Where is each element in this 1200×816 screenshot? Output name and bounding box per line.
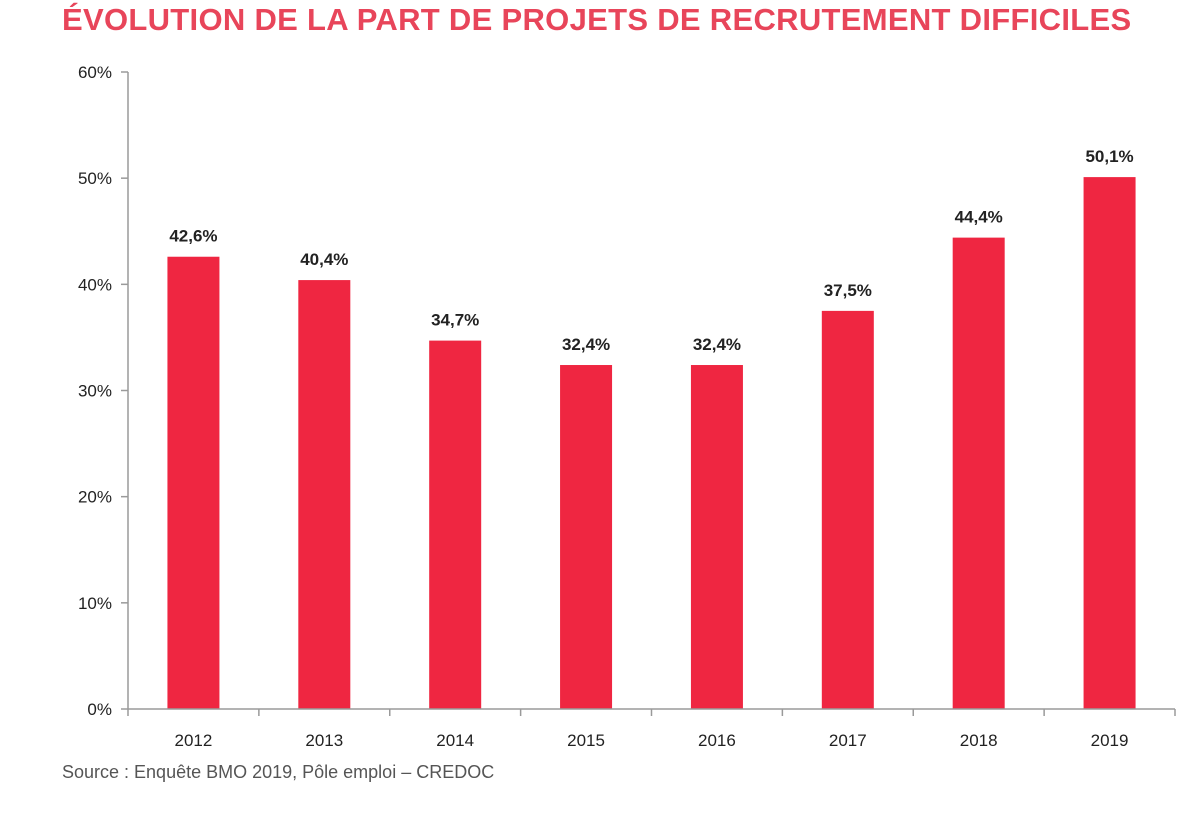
y-tick-label: 10% xyxy=(78,594,112,613)
source-note: Source : Enquête BMO 2019, Pôle emploi –… xyxy=(62,762,495,782)
bar-2019 xyxy=(1083,177,1136,710)
data-label-2015: 32,4% xyxy=(562,335,610,354)
bar-2014 xyxy=(429,340,482,709)
x-axis: 2012 2013 2014 2015 2016 2017 2018 2019 xyxy=(127,708,1176,750)
y-tick-label: 0% xyxy=(87,700,112,719)
data-label-2013: 40,4% xyxy=(300,250,348,269)
x-tick-label-2014: 2014 xyxy=(436,731,474,750)
y-tick-label: 60% xyxy=(78,63,112,82)
y-tick-label: 40% xyxy=(78,275,112,294)
data-label-2017: 37,5% xyxy=(824,281,872,300)
y-axis: 0% 10% 20% 30% 40% 50% 60% xyxy=(78,63,129,719)
bar-2015 xyxy=(560,365,613,709)
data-label-2014: 34,7% xyxy=(431,311,479,330)
x-tick-label-2018: 2018 xyxy=(960,731,998,750)
bar-series xyxy=(167,177,1136,710)
bar-2013 xyxy=(298,280,351,709)
bar-2016 xyxy=(690,365,743,709)
y-tick-label: 50% xyxy=(78,169,112,188)
y-tick-label: 20% xyxy=(78,488,112,507)
x-tick-label-2012: 2012 xyxy=(175,731,213,750)
chart-title: ÉVOLUTION DE LA PART DE PROJETS DE RECRU… xyxy=(62,2,1132,37)
x-tick-label-2017: 2017 xyxy=(829,731,867,750)
data-label-2019: 50,1% xyxy=(1085,147,1133,166)
x-tick-label-2016: 2016 xyxy=(698,731,736,750)
bar-2012 xyxy=(167,256,220,709)
data-label-2016: 32,4% xyxy=(693,335,741,354)
bar-2017 xyxy=(821,310,874,709)
x-tick-label-2013: 2013 xyxy=(305,731,343,750)
data-label-2012: 42,6% xyxy=(169,227,217,246)
y-tick-label: 30% xyxy=(78,382,112,401)
x-tick-label-2015: 2015 xyxy=(567,731,605,750)
x-tick-label-2019: 2019 xyxy=(1091,731,1129,750)
data-labels: 42,6% 40,4% 34,7% 32,4% 32,4% 37,5% 44,4% 50,1% xyxy=(169,147,1133,354)
bar-2018 xyxy=(952,237,1005,709)
data-label-2018: 44,4% xyxy=(955,208,1003,227)
